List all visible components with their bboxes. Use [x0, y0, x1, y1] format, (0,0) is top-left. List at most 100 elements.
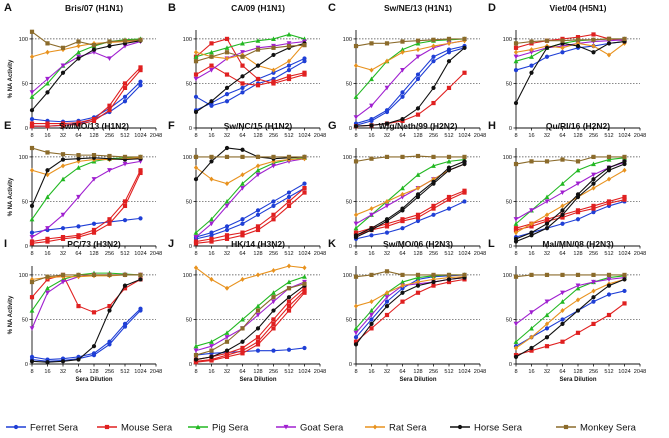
data-point	[513, 49, 519, 55]
data-point	[591, 181, 596, 186]
x-tick-label: 32	[224, 369, 230, 375]
series-line	[31, 40, 141, 111]
data-point	[400, 90, 405, 95]
data-point	[369, 233, 374, 238]
x-tick-label: 64	[75, 133, 81, 139]
data-point	[29, 94, 35, 99]
panel-d: D Viet/04 (H5N1) 0 50 100 8 16 32 64 128 256 512 102…	[488, 2, 646, 139]
x-tick-label: 512	[604, 369, 613, 375]
x-tick-label: 8	[30, 251, 33, 257]
data-point	[107, 153, 112, 159]
data-point	[45, 124, 50, 129]
x-tick-label: 16	[208, 133, 214, 139]
x-tick-label: 128	[253, 133, 262, 139]
data-point	[560, 157, 565, 162]
panel-title: Sw/NE/13 (H1N1)	[384, 3, 452, 13]
y-tick-label: 100	[183, 273, 192, 279]
data-point	[513, 217, 519, 222]
data-point	[224, 203, 230, 209]
data-point	[369, 308, 374, 313]
data-point	[513, 354, 519, 359]
data-point	[91, 344, 97, 349]
series-line	[31, 160, 141, 238]
series-line	[195, 58, 305, 111]
x-tick-label: 32	[544, 133, 550, 139]
series-line	[31, 81, 141, 123]
x-tick-label: 512	[604, 133, 613, 139]
y-axis-label: % NA Activity	[8, 59, 14, 98]
series-line	[31, 310, 141, 362]
data-point	[544, 321, 550, 327]
x-tick-label: 32	[384, 133, 390, 139]
x-tick-label: 16	[368, 251, 374, 257]
data-point	[415, 153, 421, 159]
data-point	[622, 288, 627, 294]
y-tick-label: 50	[22, 199, 28, 205]
x-tick-label: 16	[208, 369, 214, 375]
legend-item: Rat Sera	[365, 423, 427, 434]
data-point	[29, 54, 35, 60]
data-point	[45, 236, 50, 241]
data-point	[286, 58, 292, 64]
x-tick-label: 256	[105, 251, 114, 257]
data-point	[286, 303, 292, 309]
data-point	[224, 285, 230, 291]
data-point	[431, 37, 436, 42]
legend-label: Pig Sera	[212, 423, 249, 434]
data-point	[575, 210, 581, 215]
data-point	[255, 342, 261, 347]
y-tick-label: 50	[346, 199, 352, 205]
data-point	[353, 342, 359, 347]
data-point	[45, 90, 50, 95]
data-point	[209, 221, 214, 227]
data-point	[224, 72, 230, 77]
data-point	[529, 50, 534, 55]
panel-j: J HK/14 (H3N2) 0 50 100 8 16 32 64 128 256 512 1024 2…	[168, 238, 326, 383]
data-point	[29, 145, 35, 151]
y-tick-label: 0	[25, 126, 28, 132]
data-point	[369, 103, 374, 109]
data-point	[76, 156, 81, 161]
x-tick-label: 512	[284, 369, 293, 375]
data-point	[622, 197, 627, 202]
series-line	[515, 290, 625, 347]
data-point	[224, 198, 230, 204]
data-point	[462, 199, 467, 204]
series-line	[31, 278, 141, 363]
y-axis-label: % NA Activity	[8, 177, 14, 216]
y-tick-label: 100	[183, 155, 192, 161]
data-point	[513, 54, 519, 60]
data-point	[286, 308, 292, 313]
data-point	[622, 159, 627, 164]
data-point	[462, 36, 467, 42]
data-point	[575, 283, 581, 289]
data-point	[369, 317, 374, 322]
x-tick-label: 2048	[634, 251, 646, 257]
x-tick-label: 8	[354, 251, 357, 257]
data-point	[240, 326, 245, 331]
data-point	[209, 63, 214, 68]
x-tick-label: 128	[253, 369, 262, 375]
data-point	[431, 59, 436, 64]
x-tick-label: 256	[589, 133, 598, 139]
series-line	[515, 200, 625, 238]
x-tick-label: 128	[573, 369, 582, 375]
data-point	[369, 312, 374, 318]
data-point	[60, 212, 66, 218]
data-point	[60, 123, 66, 128]
data-point	[431, 54, 436, 59]
x-tick-label: 128	[573, 251, 582, 257]
data-point	[513, 339, 519, 344]
data-point	[224, 233, 230, 238]
data-point	[271, 290, 276, 295]
data-point	[45, 80, 50, 86]
data-point	[544, 45, 550, 50]
series-line	[515, 278, 625, 349]
y-tick-label: 0	[509, 126, 512, 132]
panel-h: H Qu/RI/16 (H2N2) 0 50 100 8 16 32 64 128 256 512 10…	[488, 120, 646, 257]
data-point	[400, 272, 405, 278]
data-point	[271, 70, 276, 75]
x-tick-label: 2048	[634, 133, 646, 139]
data-point	[255, 172, 261, 178]
x-tick-label: 2048	[314, 369, 326, 375]
